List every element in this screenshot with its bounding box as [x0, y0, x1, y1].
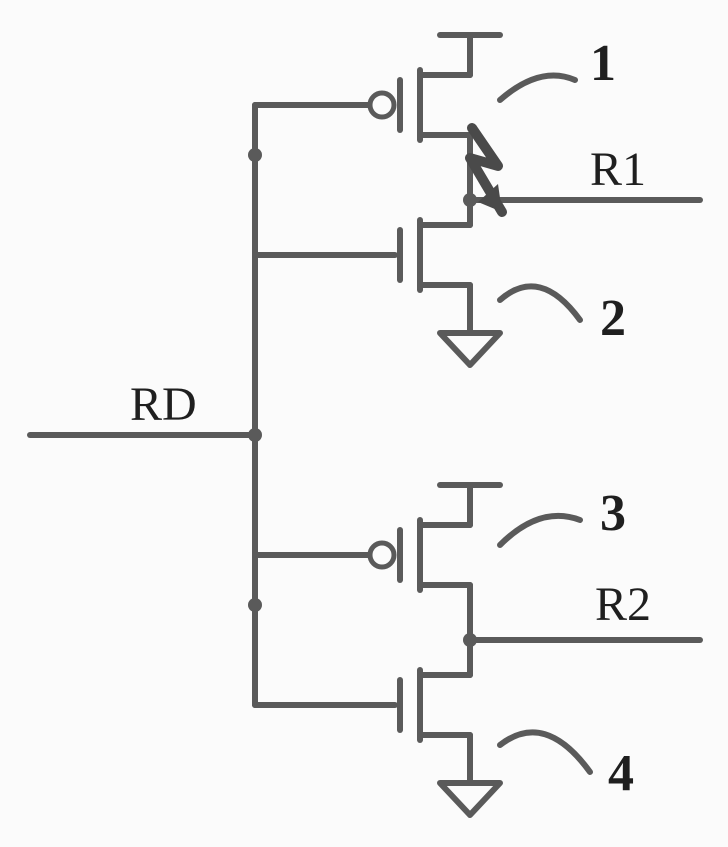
callout-1: 1: [590, 35, 616, 92]
callout-3: 3: [600, 485, 626, 542]
canvas-bg: [0, 0, 728, 847]
callout-2: 2: [600, 290, 626, 347]
schematic-canvas: RD R1 R2 1 2 3 4: [0, 0, 728, 847]
label-rd: RD: [130, 378, 197, 431]
callout-4: 4: [608, 745, 634, 802]
label-r2: R2: [595, 578, 651, 631]
label-r1: R1: [590, 143, 646, 196]
